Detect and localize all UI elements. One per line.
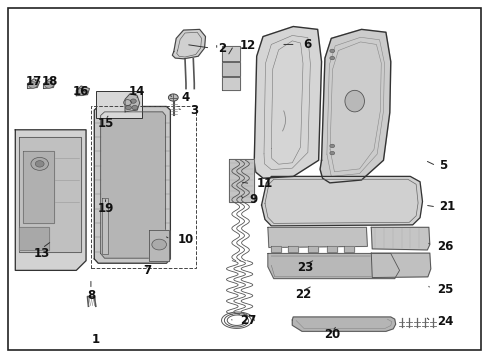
- Polygon shape: [370, 253, 430, 278]
- Text: 9: 9: [249, 193, 257, 206]
- Text: 10: 10: [177, 233, 194, 246]
- Circle shape: [35, 161, 44, 167]
- Polygon shape: [288, 246, 298, 252]
- Circle shape: [76, 89, 86, 96]
- Polygon shape: [172, 30, 205, 59]
- Text: 5: 5: [439, 159, 447, 172]
- Text: 3: 3: [189, 104, 198, 117]
- Text: 11: 11: [256, 177, 272, 190]
- Text: 7: 7: [142, 264, 151, 277]
- Polygon shape: [254, 27, 321, 178]
- Polygon shape: [27, 79, 40, 89]
- Circle shape: [152, 239, 166, 250]
- Text: 17: 17: [26, 75, 42, 88]
- Ellipse shape: [344, 90, 364, 112]
- Circle shape: [125, 105, 131, 110]
- Text: 25: 25: [436, 283, 452, 296]
- Text: 6: 6: [303, 38, 311, 51]
- Circle shape: [130, 99, 136, 103]
- Text: 21: 21: [439, 201, 455, 213]
- Polygon shape: [19, 226, 49, 250]
- Polygon shape: [221, 77, 239, 90]
- Circle shape: [329, 151, 334, 155]
- Polygon shape: [94, 107, 170, 263]
- Text: 14: 14: [129, 85, 145, 98]
- Polygon shape: [267, 253, 399, 279]
- Text: 27: 27: [240, 314, 256, 327]
- Text: 13: 13: [34, 247, 50, 260]
- Polygon shape: [267, 227, 366, 247]
- Circle shape: [31, 157, 48, 170]
- Polygon shape: [370, 227, 429, 250]
- Polygon shape: [15, 130, 86, 270]
- Polygon shape: [344, 246, 353, 252]
- Text: 26: 26: [436, 240, 452, 253]
- Polygon shape: [261, 176, 422, 226]
- Text: 22: 22: [294, 288, 310, 301]
- Polygon shape: [125, 94, 140, 112]
- Polygon shape: [327, 246, 336, 252]
- Polygon shape: [22, 151, 54, 223]
- Polygon shape: [76, 86, 89, 96]
- Polygon shape: [320, 30, 390, 183]
- Polygon shape: [228, 159, 254, 202]
- Polygon shape: [43, 79, 55, 89]
- Circle shape: [132, 105, 138, 110]
- Circle shape: [28, 82, 37, 88]
- Circle shape: [44, 82, 53, 88]
- Text: 24: 24: [436, 315, 452, 328]
- Polygon shape: [221, 46, 239, 61]
- Polygon shape: [102, 198, 108, 253]
- Polygon shape: [19, 137, 81, 252]
- Polygon shape: [271, 246, 281, 252]
- Bar: [91, 107, 195, 268]
- Text: 12: 12: [239, 39, 255, 52]
- Polygon shape: [221, 62, 239, 76]
- Bar: [96, 91, 142, 118]
- Text: 1: 1: [92, 333, 100, 346]
- Text: 19: 19: [97, 202, 114, 215]
- Text: 16: 16: [73, 85, 89, 98]
- Text: 8: 8: [86, 289, 95, 302]
- Polygon shape: [101, 112, 165, 258]
- Text: 4: 4: [181, 91, 189, 104]
- Circle shape: [329, 144, 334, 148]
- Circle shape: [329, 56, 334, 60]
- Polygon shape: [292, 317, 395, 331]
- Text: 15: 15: [97, 117, 114, 130]
- Polygon shape: [307, 246, 317, 252]
- Text: 23: 23: [297, 261, 313, 274]
- Circle shape: [329, 49, 334, 53]
- Polygon shape: [149, 230, 168, 261]
- Text: 2: 2: [217, 41, 225, 54]
- Text: 18: 18: [41, 75, 58, 88]
- Circle shape: [168, 94, 178, 101]
- Text: 20: 20: [324, 328, 340, 341]
